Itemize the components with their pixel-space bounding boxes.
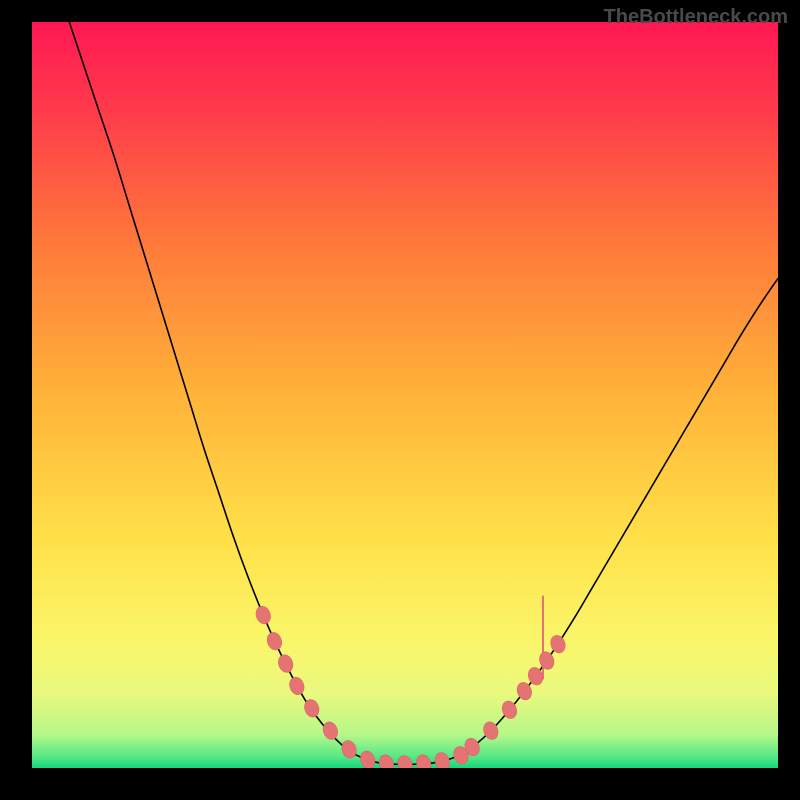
chart-frame: TheBottleneck.com [0, 0, 800, 800]
watermark-text: TheBottleneck.com [604, 6, 788, 29]
gradient-background [32, 22, 778, 768]
bottleneck-chart-svg [0, 0, 800, 800]
